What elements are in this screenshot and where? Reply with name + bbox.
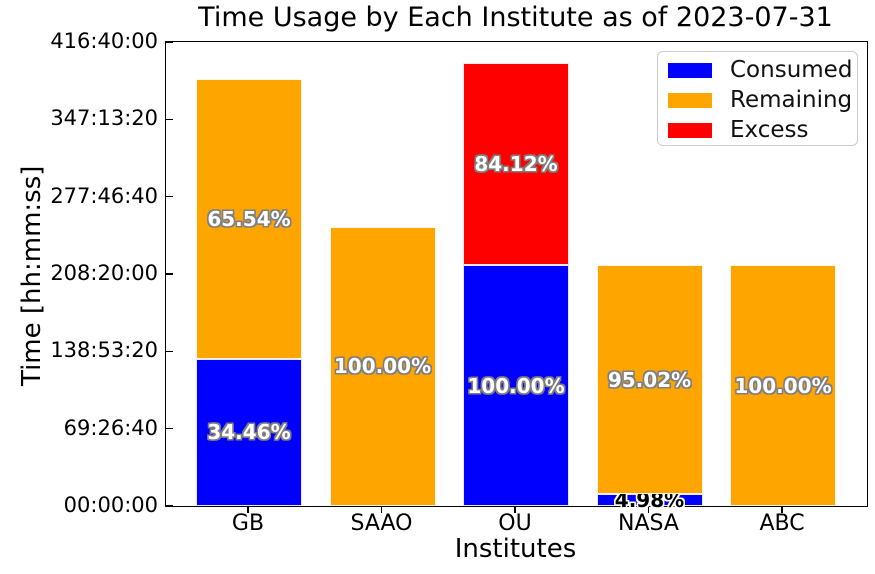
y-tick-mark: [166, 118, 173, 121]
y-tick-mark: [166, 195, 173, 198]
bar-segment-remaining-saao: [329, 226, 436, 506]
y-tick-label: 208:20:00: [50, 261, 158, 285]
x-tick-label-abc: ABC: [759, 511, 805, 536]
y-tick-label: 00:00:00: [63, 493, 158, 517]
legend-swatch-excess: [668, 122, 712, 138]
y-tick-mark: [166, 350, 173, 353]
chart-title: Time Usage by Each Institute as of 2023-…: [198, 2, 833, 33]
x-tick-label-ou: OU: [498, 511, 532, 536]
bar-percent-label-nasa-remaining: 95.02%: [607, 367, 692, 392]
bar-segment-remaining-nasa: [596, 265, 703, 495]
x-tick-mark: [781, 506, 783, 513]
bar-percent-label-ou-excess: 84.12%: [474, 152, 558, 177]
bar-percent-label-gb-remaining: 65.54%: [207, 206, 291, 231]
legend-row-consumed: Consumed: [658, 55, 857, 85]
legend-label-remaining: Remaining: [730, 87, 853, 113]
x-tick-mark: [514, 506, 516, 513]
y-tick-label: 416:40:00: [50, 29, 158, 53]
legend-row-remaining: Remaining: [658, 85, 857, 115]
y-tick-mark: [166, 41, 173, 43]
bar-segment-consumed-gb: [196, 358, 302, 506]
x-axis-label: Institutes: [454, 534, 577, 564]
bar-segment-consumed-ou: [463, 265, 569, 506]
y-tick-label: 138:53:20: [50, 338, 158, 363]
bar-percent-label-ou-consumed: 100.00%: [467, 373, 565, 398]
legend-swatch-consumed: [668, 62, 712, 78]
y-tick-mark: [166, 273, 173, 275]
bar-segment-excess-ou: [463, 63, 569, 266]
bar-percent-label-gb-consumed: 34.46%: [207, 420, 291, 445]
y-tick-label: 277:46:40: [50, 183, 158, 208]
bar-segment-consumed-nasa: [596, 494, 703, 506]
legend: Consumed Remaining Excess: [657, 51, 858, 146]
x-tick-label-nasa: NASA: [618, 511, 679, 536]
y-tick-label: 69:26:40: [63, 415, 158, 440]
legend-label-excess: Excess: [730, 117, 809, 143]
bar-percent-label-saao-remaining: 100.00%: [333, 354, 432, 379]
bar-segment-remaining-gb: [196, 78, 302, 359]
legend-row-excess: Excess: [658, 115, 857, 145]
x-tick-mark: [647, 506, 650, 513]
legend-swatch-remaining: [668, 92, 712, 108]
y-tick-mark: [166, 427, 173, 430]
x-tick-label-saao: SAAO: [350, 511, 413, 536]
y-tick-mark: [166, 505, 173, 507]
x-tick-label-gb: GB: [231, 511, 265, 536]
bar-segment-remaining-abc: [730, 265, 836, 506]
y-tick-label: 347:13:20: [50, 106, 158, 131]
bar-percent-label-abc-remaining: 100.00%: [734, 373, 832, 398]
x-tick-mark: [247, 506, 249, 513]
legend-label-consumed: Consumed: [730, 57, 853, 83]
x-tick-mark: [380, 506, 383, 513]
